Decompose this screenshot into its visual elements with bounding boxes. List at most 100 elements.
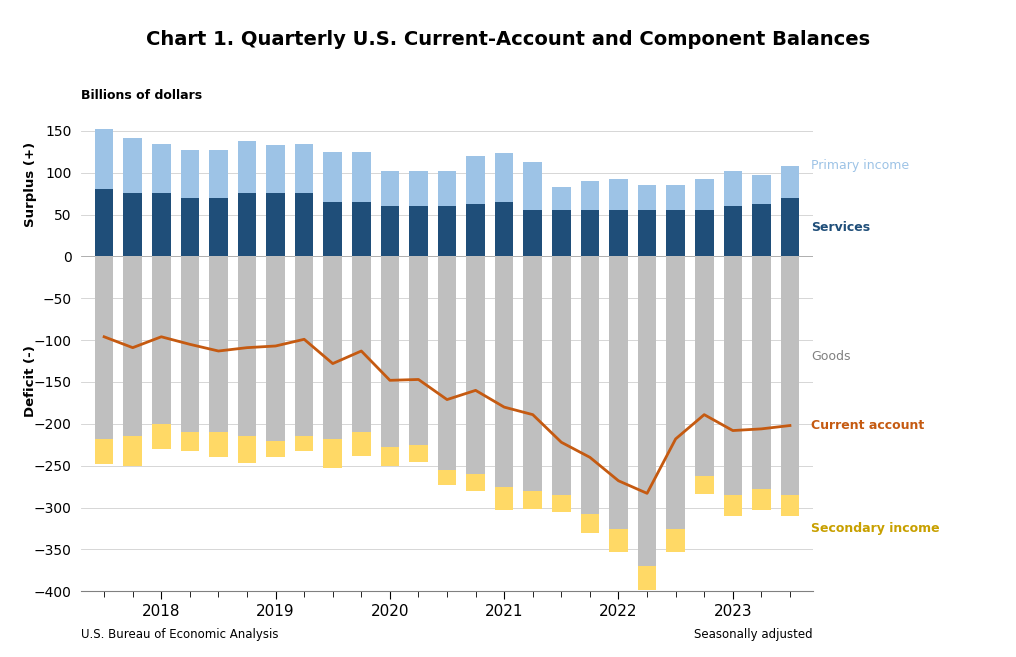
Bar <box>323 439 342 468</box>
Bar <box>266 441 284 457</box>
Bar <box>209 150 228 198</box>
Text: Goods: Goods <box>811 350 850 363</box>
Bar <box>323 152 342 202</box>
Bar <box>523 210 543 256</box>
Bar <box>381 171 399 206</box>
Bar <box>152 193 171 256</box>
Bar <box>552 256 571 495</box>
Bar <box>695 256 713 476</box>
Bar <box>666 210 685 256</box>
Bar <box>123 193 142 256</box>
Bar <box>610 179 628 210</box>
Bar <box>209 198 228 256</box>
Bar <box>666 185 685 210</box>
Bar <box>752 256 771 489</box>
Bar <box>466 256 485 474</box>
Bar <box>381 447 399 466</box>
Text: Deficit (-): Deficit (-) <box>24 345 37 417</box>
Bar <box>295 436 314 451</box>
Bar <box>438 206 456 256</box>
Bar <box>610 528 628 552</box>
Bar <box>152 256 171 424</box>
Bar <box>352 152 371 202</box>
Bar <box>495 487 513 510</box>
Bar <box>181 150 199 198</box>
Bar <box>752 204 771 256</box>
Bar <box>209 256 228 432</box>
Text: Primary income: Primary income <box>811 160 909 173</box>
Bar <box>323 256 342 439</box>
Bar <box>695 179 713 210</box>
Bar <box>723 206 742 256</box>
Bar <box>466 474 485 491</box>
Bar <box>238 141 256 193</box>
Bar <box>466 156 485 204</box>
Bar <box>409 445 428 461</box>
Text: Secondary income: Secondary income <box>811 522 940 535</box>
Bar <box>495 202 513 256</box>
Text: Seasonally adjusted: Seasonally adjusted <box>694 627 813 641</box>
Text: Services: Services <box>811 221 871 234</box>
Bar <box>181 256 199 432</box>
Bar <box>94 189 114 256</box>
Bar <box>780 256 800 495</box>
Bar <box>94 439 114 464</box>
Bar <box>181 198 199 256</box>
Text: Chart 1. Quarterly U.S. Current-Account and Component Balances: Chart 1. Quarterly U.S. Current-Account … <box>146 30 870 49</box>
Bar <box>438 171 456 206</box>
Bar <box>209 432 228 457</box>
Bar <box>266 256 284 441</box>
Bar <box>266 193 284 256</box>
Bar <box>780 166 800 198</box>
Bar <box>580 514 599 533</box>
Bar <box>552 210 571 256</box>
Bar <box>638 566 656 589</box>
Bar <box>580 181 599 210</box>
Bar <box>752 175 771 204</box>
Bar <box>666 256 685 528</box>
Bar <box>438 470 456 485</box>
Bar <box>295 193 314 256</box>
Text: Surplus (+): Surplus (+) <box>24 141 37 227</box>
Bar <box>723 171 742 206</box>
Bar <box>695 210 713 256</box>
Bar <box>723 495 742 516</box>
Bar <box>94 256 114 439</box>
Bar <box>123 436 142 466</box>
Bar <box>295 145 314 193</box>
Bar <box>238 436 256 463</box>
Bar <box>495 256 513 487</box>
Bar <box>323 202 342 256</box>
Bar <box>638 210 656 256</box>
Bar <box>638 185 656 210</box>
Bar <box>723 256 742 495</box>
Bar <box>352 256 371 432</box>
Bar <box>381 206 399 256</box>
Bar <box>523 491 543 509</box>
Bar <box>523 162 543 210</box>
Bar <box>123 256 142 436</box>
Bar <box>295 256 314 436</box>
Bar <box>152 145 171 193</box>
Bar <box>266 145 284 193</box>
Bar <box>409 171 428 206</box>
Bar <box>695 476 713 494</box>
Bar <box>352 432 371 456</box>
Bar <box>523 256 543 491</box>
Bar <box>152 424 171 449</box>
Bar <box>552 187 571 210</box>
Text: Current account: Current account <box>811 419 925 432</box>
Bar <box>181 432 199 451</box>
Bar <box>409 206 428 256</box>
Bar <box>94 129 114 189</box>
Bar <box>610 256 628 528</box>
Bar <box>238 256 256 436</box>
Bar <box>780 495 800 516</box>
Text: Billions of dollars: Billions of dollars <box>81 89 202 102</box>
Bar <box>580 210 599 256</box>
Bar <box>638 256 656 566</box>
Bar <box>123 139 142 193</box>
Bar <box>466 204 485 256</box>
Bar <box>495 154 513 202</box>
Bar <box>438 256 456 470</box>
